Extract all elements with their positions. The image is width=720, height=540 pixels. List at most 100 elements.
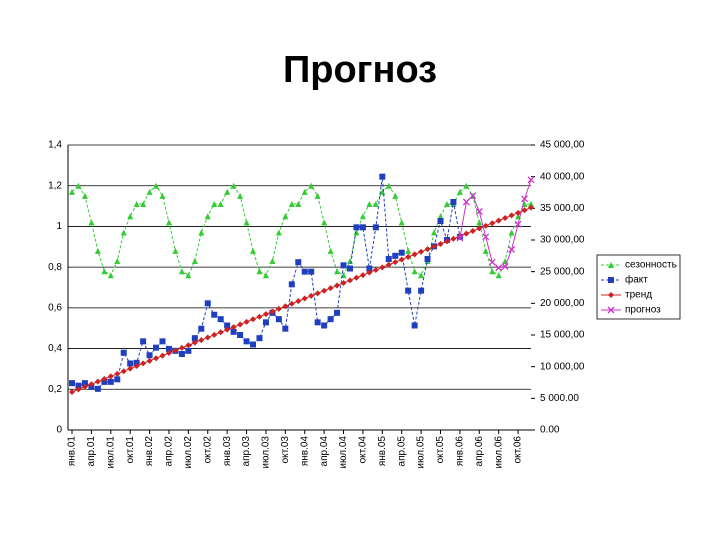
marker xyxy=(411,322,418,329)
marker xyxy=(489,268,496,275)
marker xyxy=(88,219,95,226)
y-tick-label: 1,2 xyxy=(48,180,62,191)
marker xyxy=(398,249,405,256)
marker xyxy=(140,338,147,345)
marker xyxy=(385,182,392,189)
x-tick-label: янв.05 xyxy=(377,436,388,467)
marker xyxy=(191,335,198,342)
x-tick-label: июл.06 xyxy=(493,436,504,469)
marker xyxy=(114,258,121,265)
marker xyxy=(127,360,134,367)
marker xyxy=(295,298,302,305)
marker xyxy=(528,204,534,211)
marker xyxy=(608,292,614,298)
marker xyxy=(450,199,457,205)
marker xyxy=(443,201,450,208)
marker xyxy=(94,247,101,254)
x-tick-label: окт.01 xyxy=(125,436,136,464)
marker xyxy=(476,225,483,232)
marker xyxy=(301,188,308,195)
chart-title: Прогноз xyxy=(283,49,437,91)
x-tick-label: янв.02 xyxy=(144,436,155,467)
marker xyxy=(282,325,289,332)
marker xyxy=(153,182,160,189)
marker xyxy=(127,365,134,372)
marker xyxy=(501,263,509,271)
marker xyxy=(334,268,341,275)
marker xyxy=(508,212,515,219)
marker xyxy=(437,218,444,224)
marker xyxy=(275,316,282,323)
marker xyxy=(372,201,379,208)
marker xyxy=(308,182,315,189)
y-tick-label: 0,8 xyxy=(48,262,62,273)
marker xyxy=(431,229,438,236)
marker xyxy=(314,319,321,326)
y2-tick-label: 35 000,00 xyxy=(540,203,585,214)
marker xyxy=(340,262,347,269)
marker xyxy=(462,198,470,206)
x-tick-label: янв.04 xyxy=(299,436,310,467)
marker xyxy=(327,316,334,323)
marker xyxy=(301,268,308,275)
marker xyxy=(482,222,489,229)
marker xyxy=(120,229,127,236)
marker xyxy=(489,220,496,227)
marker xyxy=(153,355,160,362)
marker xyxy=(314,290,321,297)
marker xyxy=(75,386,82,393)
marker xyxy=(107,373,114,380)
marker xyxy=(140,201,147,208)
marker xyxy=(521,207,528,214)
marker xyxy=(508,229,515,236)
marker xyxy=(120,349,127,356)
marker xyxy=(101,376,108,383)
marker xyxy=(295,201,302,208)
marker xyxy=(198,337,205,344)
marker xyxy=(372,224,379,231)
legend-label: факт xyxy=(625,274,648,286)
marker xyxy=(69,188,75,195)
marker xyxy=(69,389,75,395)
marker xyxy=(75,182,82,189)
marker xyxy=(288,300,295,307)
marker xyxy=(372,266,379,273)
marker xyxy=(101,268,108,275)
marker xyxy=(146,357,153,364)
marker xyxy=(165,350,172,357)
marker xyxy=(250,316,257,323)
marker xyxy=(308,292,315,299)
marker xyxy=(159,338,166,345)
marker xyxy=(185,342,192,349)
marker xyxy=(424,246,431,253)
x-tick-label: апр.05 xyxy=(396,436,407,467)
marker xyxy=(418,248,425,255)
marker xyxy=(521,195,528,203)
marker xyxy=(230,182,237,189)
marker xyxy=(314,192,321,199)
marker xyxy=(411,268,418,275)
marker xyxy=(456,188,463,195)
marker xyxy=(392,192,399,199)
marker xyxy=(262,272,269,279)
x-tick-label: окт.05 xyxy=(435,436,446,464)
marker xyxy=(198,325,205,332)
marker xyxy=(178,351,185,357)
marker xyxy=(607,306,615,314)
marker xyxy=(204,334,211,341)
marker xyxy=(275,305,282,312)
marker xyxy=(405,287,412,294)
y2-tick-label: 45 000,00 xyxy=(540,140,585,151)
marker xyxy=(527,176,535,184)
y2-tick-label: 30 000,00 xyxy=(540,235,585,246)
marker xyxy=(114,376,121,383)
marker xyxy=(243,219,250,226)
marker xyxy=(224,326,231,333)
marker xyxy=(69,380,75,387)
marker xyxy=(385,256,392,262)
marker xyxy=(256,268,263,275)
legend-label: прогноз xyxy=(625,305,661,316)
marker xyxy=(133,201,140,208)
marker xyxy=(321,219,328,226)
marker xyxy=(476,219,483,226)
